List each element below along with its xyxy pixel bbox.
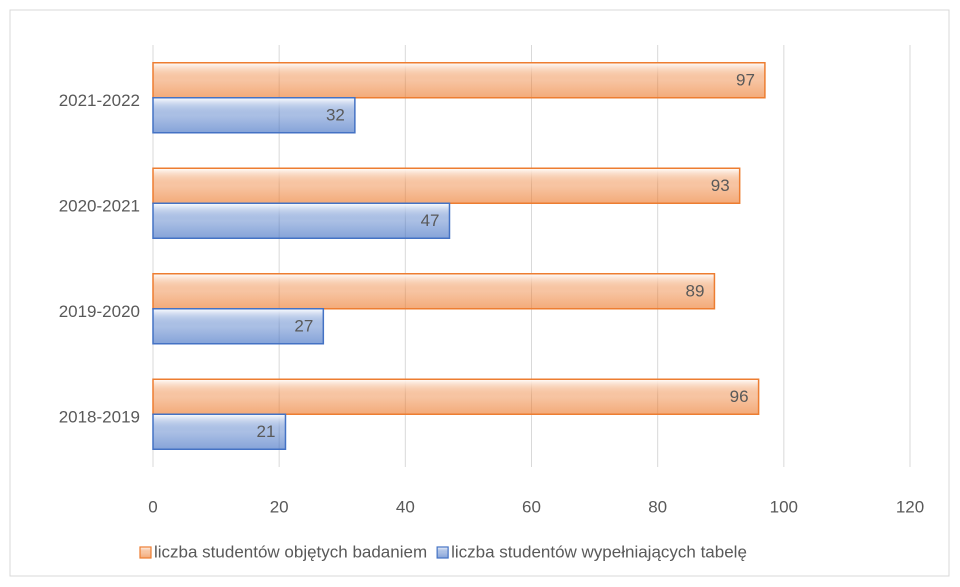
bar <box>152 202 451 239</box>
data-label: 47 <box>421 211 440 230</box>
data-label: 21 <box>257 422 276 441</box>
data-label: 32 <box>326 106 345 125</box>
x-tick-label: 80 <box>648 497 667 516</box>
data-label: 89 <box>686 282 705 301</box>
x-tick-label: 0 <box>148 497 157 516</box>
y-tick-label: 2021-2022 <box>59 91 140 110</box>
data-label: 93 <box>711 176 730 195</box>
legend-marker <box>139 546 152 559</box>
bar <box>152 308 325 345</box>
y-tick-label: 2018-2019 <box>59 408 140 427</box>
bar <box>152 97 356 134</box>
x-tick-label: 40 <box>396 497 415 516</box>
x-tick-label: 120 <box>896 497 924 516</box>
data-label: 97 <box>736 71 755 90</box>
legend-label: liczba studentów objętych badaniem <box>154 542 427 561</box>
x-tick-label: 20 <box>270 497 289 516</box>
legend-label: liczba studentów wypełniających tabelę <box>451 542 747 561</box>
bar <box>152 413 287 450</box>
bar <box>152 62 766 99</box>
data-label: 27 <box>294 317 313 336</box>
y-tick-label: 2020-2021 <box>59 197 140 216</box>
x-tick-label: 60 <box>522 497 541 516</box>
bar <box>152 273 716 310</box>
bar <box>152 378 760 415</box>
legend-marker <box>436 546 449 559</box>
x-tick-label: 100 <box>770 497 798 516</box>
data-label: 96 <box>730 387 749 406</box>
bar <box>152 167 741 204</box>
y-tick-label: 2019-2020 <box>59 302 140 321</box>
